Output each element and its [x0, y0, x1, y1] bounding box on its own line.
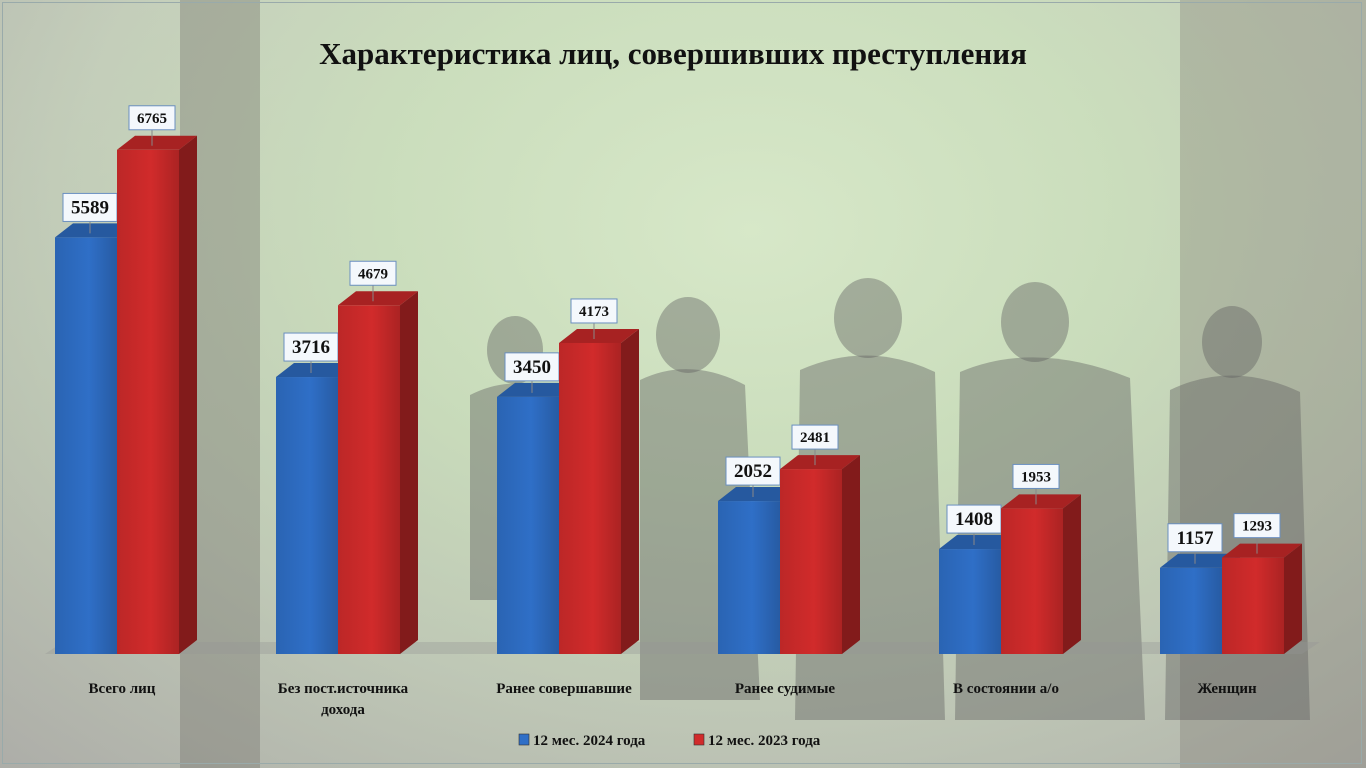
data-label: 1157	[1167, 523, 1223, 553]
bar	[780, 455, 860, 654]
data-label: 1293	[1233, 513, 1281, 539]
data-label-text: 1157	[1177, 528, 1214, 549]
bar-top	[559, 328, 639, 343]
category-label: Ранее судимые	[735, 681, 836, 697]
bar-top	[1160, 553, 1240, 568]
data-label-box	[1012, 463, 1060, 489]
bar-face	[780, 469, 842, 654]
bar-side	[1063, 494, 1081, 654]
bar-face	[559, 342, 621, 654]
data-label: 2052	[725, 456, 781, 486]
bar-top	[1222, 543, 1302, 558]
bar-face	[1222, 557, 1284, 654]
data-label-text: 6765	[137, 111, 167, 127]
data-label: 4173	[570, 298, 618, 324]
data-label-box	[504, 352, 560, 382]
bar-top	[939, 535, 1019, 550]
legend: 12 мес. 2024 года 12 мес. 2023 года	[518, 733, 821, 749]
category-label: Ранее совершавшие	[496, 681, 632, 697]
data-label: 6765	[128, 105, 176, 131]
bar-top	[276, 363, 356, 378]
bar-face	[1001, 508, 1063, 654]
bar-top	[497, 382, 577, 397]
data-label-text: 1953	[1021, 469, 1051, 485]
data-label: 1408	[946, 504, 1002, 534]
bar-face	[55, 237, 117, 654]
category-label: Без пост.источника	[278, 681, 409, 697]
bar-side	[621, 328, 639, 654]
data-label-box	[349, 260, 397, 286]
bar	[559, 328, 639, 654]
bar	[1001, 494, 1081, 654]
bar-face	[939, 549, 1001, 654]
data-label: 4679	[349, 260, 397, 286]
category-label: В состоянии а/о	[953, 681, 1059, 697]
legend-swatch	[518, 733, 530, 746]
category-label: Женщин	[1197, 681, 1257, 697]
bar-top	[55, 223, 135, 238]
chart-title: Характеристика лиц, совершивших преступл…	[319, 36, 1027, 71]
bar	[117, 135, 197, 655]
bar-top	[1001, 494, 1081, 509]
bar	[338, 291, 418, 654]
data-label-box	[725, 456, 781, 486]
data-label-box	[946, 504, 1002, 534]
data-label-text: 3716	[292, 337, 330, 358]
bar	[1222, 543, 1302, 654]
legend-label: 12 мес. 2023 года	[708, 733, 821, 749]
data-label-text: 4173	[579, 304, 609, 320]
bar-top	[338, 291, 418, 306]
data-label-box	[1167, 523, 1223, 553]
bar-side	[1284, 543, 1302, 654]
bar-top	[117, 135, 197, 150]
bar-face	[1160, 567, 1222, 654]
bar-top	[780, 455, 860, 470]
bar-top	[718, 487, 798, 502]
chart-floor	[45, 642, 1320, 654]
bar-face	[718, 501, 780, 654]
data-label-box	[791, 424, 839, 450]
legend-label: 12 мес. 2024 года	[533, 733, 646, 749]
category-label: дохода	[321, 702, 365, 718]
data-label: 2481	[791, 424, 839, 450]
data-label-text: 1408	[955, 509, 993, 530]
data-label-box	[283, 332, 339, 362]
data-label-text: 4679	[358, 266, 388, 282]
data-label-box	[128, 105, 176, 131]
data-label: 3450	[504, 352, 560, 382]
data-label-text: 2052	[734, 461, 772, 482]
data-label: 3716	[283, 332, 339, 362]
data-label-text: 1293	[1242, 519, 1272, 535]
data-label-box	[570, 298, 618, 324]
bar-face	[338, 305, 400, 654]
bar-face	[497, 396, 559, 654]
data-label: 1953	[1012, 463, 1060, 489]
data-label-text: 2481	[800, 430, 830, 446]
bar-face	[276, 377, 338, 654]
legend-swatch	[693, 733, 705, 746]
data-label-box	[1233, 513, 1281, 539]
bar-side	[179, 135, 197, 655]
category-label: Всего лиц	[89, 681, 156, 697]
bar-side	[842, 455, 860, 654]
data-label-text: 5589	[71, 197, 109, 218]
bar-side	[400, 291, 418, 654]
data-label: 5589	[62, 192, 118, 222]
data-label-text: 3450	[513, 357, 551, 378]
bar-face	[117, 149, 179, 655]
